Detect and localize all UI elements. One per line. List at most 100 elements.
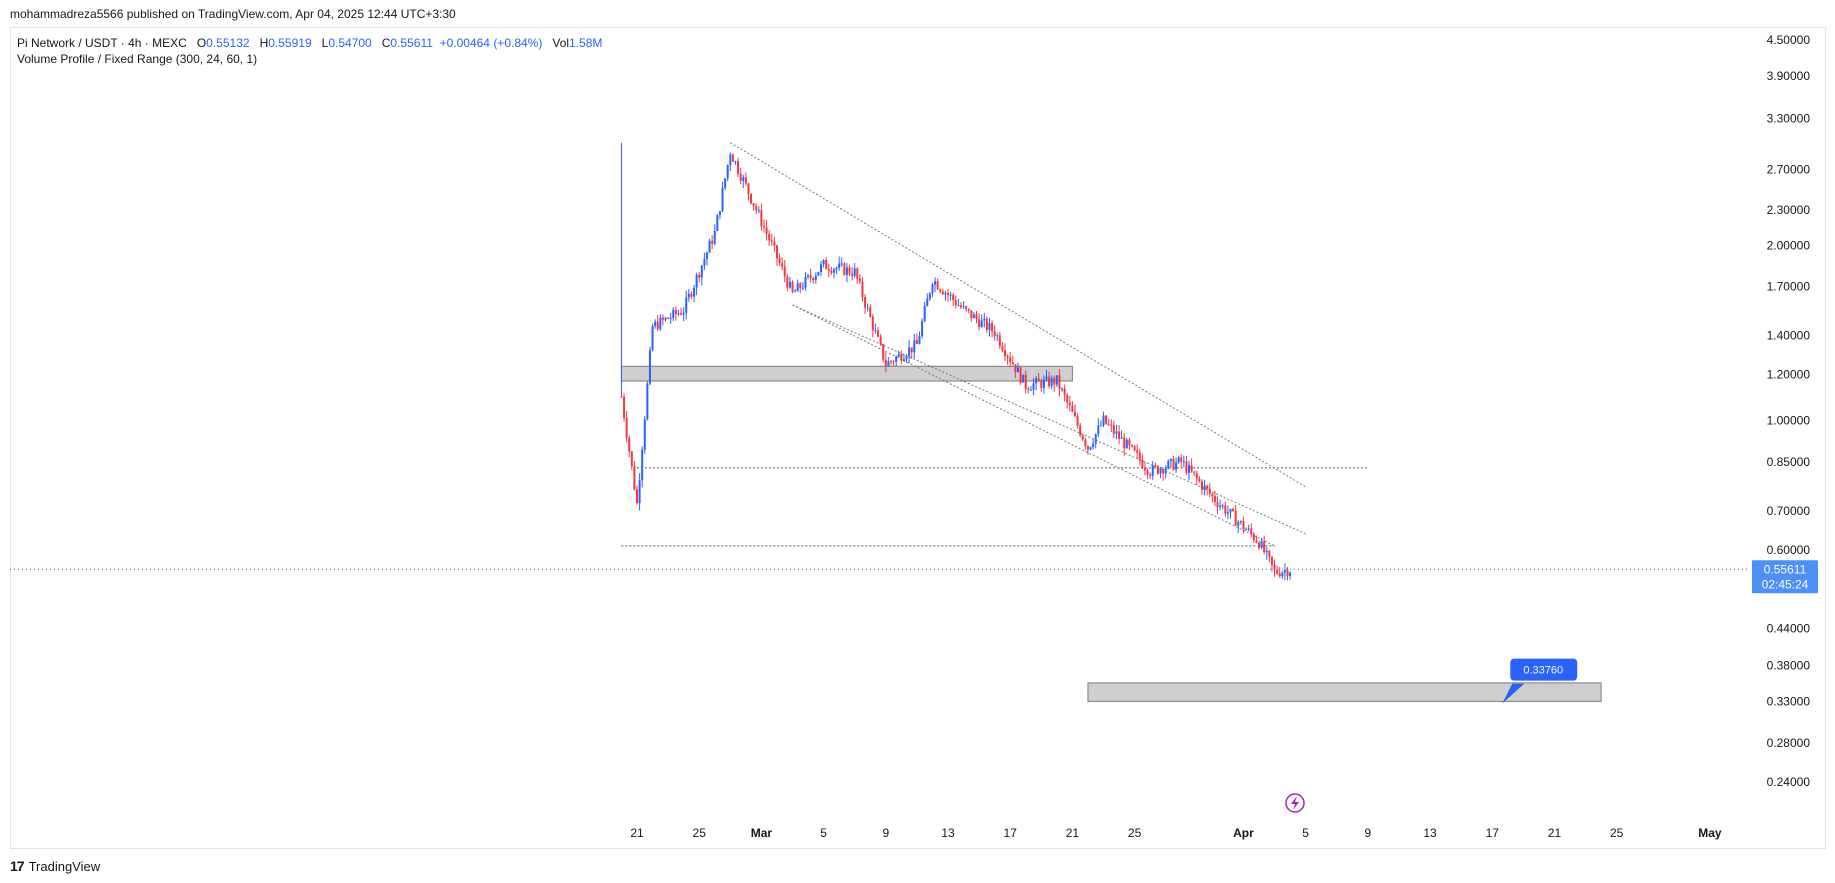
candle-body: [825, 259, 828, 270]
candle-body: [1120, 437, 1123, 439]
candle-body: [905, 356, 908, 360]
candle-body: [1024, 374, 1027, 389]
candle-body: [910, 347, 913, 353]
candle-body: [869, 307, 872, 317]
candle-body: [983, 318, 986, 321]
candle-body: [1203, 485, 1206, 490]
candle-body: [656, 321, 659, 330]
candle-body: [1213, 496, 1216, 503]
candle-body: [625, 417, 628, 438]
candle-body: [830, 270, 833, 273]
candle-body: [721, 187, 724, 212]
target-callout-box: [1510, 658, 1578, 681]
candle-body: [1029, 389, 1032, 391]
candle-body: [1084, 439, 1087, 447]
candle-body: [975, 314, 978, 320]
candle-body: [1138, 452, 1141, 461]
candle-body: [664, 317, 667, 320]
candle-body: [926, 298, 929, 307]
candle-body: [949, 294, 952, 296]
candle-body: [879, 336, 882, 345]
candle-body: [750, 193, 753, 204]
candle-body: [1123, 437, 1126, 449]
candle-body: [682, 312, 685, 315]
candle-body: [1224, 505, 1227, 514]
x-tick-label: May: [1698, 826, 1722, 840]
candle-body: [1195, 473, 1198, 479]
candle-body: [1190, 465, 1193, 472]
candle-body: [654, 321, 657, 327]
y-tick-label: 0.44000: [1767, 622, 1811, 636]
candle-body: [1011, 361, 1014, 365]
x-tick-label: 21: [1548, 826, 1562, 840]
channel-upper-line: [730, 142, 1306, 488]
candle-body: [1242, 521, 1245, 530]
x-tick-label: 25: [693, 826, 707, 840]
candle-body: [832, 269, 835, 273]
candle-body: [807, 275, 810, 277]
candle-body: [1188, 465, 1191, 473]
candle-body: [902, 359, 905, 361]
x-tick-label: 5: [1302, 826, 1309, 840]
candle-body: [1004, 350, 1007, 357]
candle-body: [962, 306, 965, 308]
candle-body: [1045, 376, 1048, 380]
candle-body: [996, 335, 999, 337]
last-price-label: 0.55611: [1764, 562, 1807, 576]
candle-body: [866, 307, 869, 309]
candle-body: [788, 281, 791, 288]
candle-body: [747, 183, 750, 194]
volume-value: 1.58M: [569, 36, 603, 50]
candle-body: [918, 336, 921, 344]
y-tick-label: 2.70000: [1767, 162, 1811, 176]
candle-body: [669, 317, 672, 319]
candle-body: [1172, 459, 1175, 470]
candle-body: [1167, 460, 1170, 469]
resistance-zone: [620, 365, 1073, 382]
legend: Pi Network / USDT · 4h · MEXC O0.55132 H…: [17, 35, 602, 67]
candle-body: [947, 292, 949, 295]
candle-body: [1182, 461, 1185, 463]
candle-body: [690, 293, 693, 297]
candle-body: [1014, 364, 1017, 373]
candle-body: [1169, 459, 1172, 461]
candle-body: [1250, 528, 1253, 534]
candle-body: [661, 317, 664, 320]
candle-body: [799, 283, 802, 289]
candle-body: [812, 278, 815, 280]
candle-body: [1055, 375, 1058, 385]
candle-body: [941, 291, 944, 295]
candle-body: [734, 161, 737, 163]
candle-body: [700, 265, 703, 278]
y-tick-label: 0.70000: [1767, 504, 1811, 518]
open-label: O: [196, 36, 207, 50]
y-tick-label: 0.60000: [1767, 543, 1811, 557]
candle-body: [1247, 528, 1250, 530]
indicator-label[interactable]: Volume Profile / Fixed Range (300, 24, 6…: [17, 52, 258, 66]
candle-body: [651, 326, 654, 351]
candle-body: [1283, 570, 1286, 573]
x-tick-label: 21: [1066, 826, 1080, 840]
candle-body: [1016, 367, 1019, 373]
y-tick-label: 3.30000: [1767, 112, 1811, 126]
candle-body: [1115, 431, 1118, 434]
candle-body: [620, 396, 623, 398]
y-tick-label: 0.24000: [1767, 775, 1811, 789]
candle-body: [1276, 569, 1279, 574]
candle-body: [827, 269, 830, 271]
candle-body: [1092, 443, 1095, 448]
x-tick-label: 13: [1423, 826, 1437, 840]
candle-body: [900, 354, 903, 361]
candle-body: [680, 313, 683, 315]
candle-body: [820, 264, 823, 272]
candle-body: [1255, 540, 1258, 543]
y-tick-label: 0.28000: [1767, 736, 1811, 750]
candle-body: [1071, 405, 1074, 412]
candle-body: [1289, 572, 1292, 577]
candle-body: [1258, 542, 1260, 548]
symbol-label[interactable]: Pi Network / USDT · 4h · MEXC: [17, 36, 187, 50]
candle-body: [713, 230, 716, 244]
candle-body: [884, 359, 887, 367]
y-tick-label: 4.50000: [1767, 33, 1811, 47]
